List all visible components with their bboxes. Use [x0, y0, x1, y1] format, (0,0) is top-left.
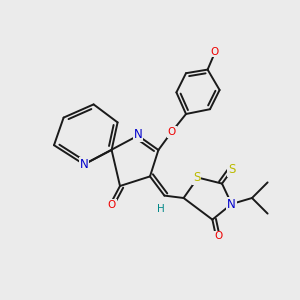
- Text: N: N: [80, 158, 88, 171]
- Text: S: S: [193, 171, 200, 184]
- Text: O: O: [211, 46, 219, 57]
- Text: O: O: [214, 231, 223, 242]
- Text: S: S: [228, 163, 235, 176]
- Text: O: O: [167, 127, 176, 137]
- Text: H: H: [157, 204, 165, 214]
- Text: O: O: [107, 200, 116, 210]
- Text: N: N: [134, 128, 142, 141]
- Text: N: N: [227, 197, 236, 211]
